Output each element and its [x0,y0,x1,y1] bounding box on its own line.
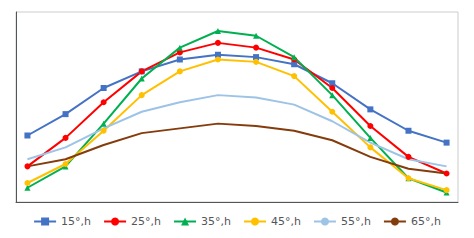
svg-text:35°,h: 35°,h [201,215,231,228]
svg-text:65°,h: 65°,h [411,215,441,228]
svg-text:55°,h: 55°,h [341,215,371,228]
svg-text:45°,h: 45°,h [271,215,301,228]
svg-text:25°,h: 25°,h [131,215,161,228]
svg-text:15°,h: 15°,h [61,215,91,228]
